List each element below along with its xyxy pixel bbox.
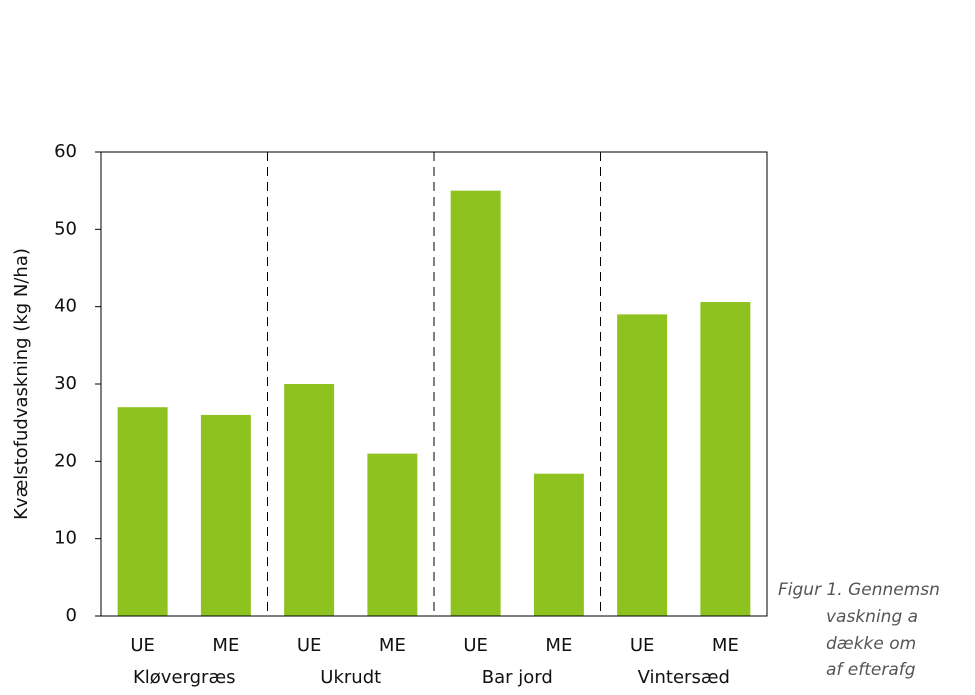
x-tick-label: ME — [545, 635, 572, 656]
bar — [451, 191, 501, 616]
y-tick-label: 0 — [66, 605, 77, 626]
x-tick-label: UE — [463, 635, 488, 656]
group-label: Ukrudt — [320, 667, 381, 688]
bar — [367, 454, 417, 616]
caption-line: vaskning a — [826, 607, 918, 627]
x-tick-label: UE — [297, 635, 322, 656]
group-label: Vintersæd — [638, 667, 730, 688]
x-tick-label: ME — [379, 635, 406, 656]
bar — [700, 302, 750, 616]
x-tick-label: ME — [212, 635, 239, 656]
caption-line: af efterafg — [826, 660, 916, 680]
group-label: Kløvergræs — [133, 667, 236, 688]
bar — [118, 407, 168, 616]
bar — [534, 474, 584, 616]
x-tick-label: UE — [630, 635, 655, 656]
bar — [201, 415, 251, 616]
x-tick-label: ME — [712, 635, 739, 656]
y-tick-label: 40 — [54, 296, 77, 317]
y-tick-label: 50 — [54, 218, 77, 239]
bar — [617, 314, 667, 616]
caption-line: Figur 1. Gennemsn — [778, 580, 940, 600]
group-label: Bar jord — [482, 667, 553, 688]
y-tick-label: 10 — [54, 528, 77, 549]
y-axis-label: Kvælstofudvaskning (kg N/ha) — [11, 248, 32, 520]
y-tick-label: 20 — [54, 450, 77, 471]
x-tick-label: UE — [130, 635, 155, 656]
bar — [284, 384, 334, 616]
y-tick-label: 60 — [54, 141, 77, 162]
chart: Kvælstofudvaskning (kg N/ha) Figur 1. Ge… — [0, 0, 975, 695]
caption-line: dække om — [826, 634, 916, 654]
y-tick-label: 30 — [54, 373, 77, 394]
